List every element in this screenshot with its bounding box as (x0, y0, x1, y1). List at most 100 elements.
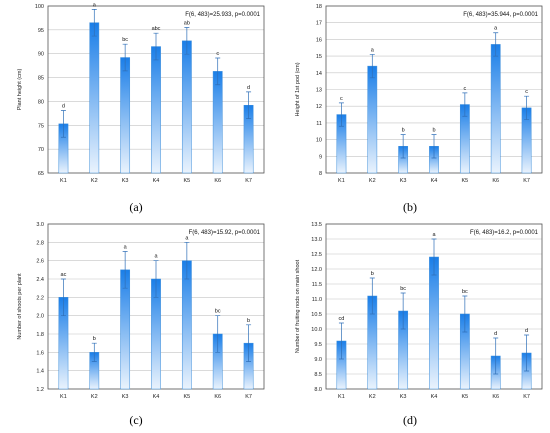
bar-k4 (151, 46, 161, 174)
error-bar-k7 (246, 91, 252, 119)
bar-k2 (367, 65, 378, 174)
y-tick-label: 80 (38, 99, 44, 105)
significance-letter: d (494, 331, 497, 337)
significance-letter: b (432, 128, 435, 134)
significance-letter: a (432, 232, 436, 238)
x-tick-label: K3 (400, 178, 407, 184)
significance-letter: c (525, 89, 528, 95)
chart-panel-c: 1.2 1.4 1.6 1.8 2.0 2.2 2.4 2.6 2.8 3.0 Number of … (0, 218, 272, 411)
x-tick-label: K7 (245, 394, 252, 400)
error-bar-k5 (184, 27, 190, 55)
y-tick-label: 2.2 (36, 295, 44, 301)
caption-d: (d) (403, 413, 417, 427)
x-tick-label: K6 (214, 394, 221, 400)
error-bar-k5 (462, 295, 468, 333)
y-axis-label: Number of fruiting nods on main shoot (295, 259, 301, 353)
significance-letter: bc (400, 286, 406, 292)
significance-letter: a (154, 254, 158, 260)
x-tick-label: K5 (183, 394, 190, 400)
x-tick-label: K5 (183, 178, 190, 184)
y-tick-label: 1.2 (36, 387, 44, 393)
error-bar-k1 (60, 278, 66, 317)
x-tick-label: K3 (122, 178, 129, 184)
x-tick-label: K3 (400, 394, 407, 400)
x-tick-label: K1 (60, 394, 67, 400)
error-bar-k6 (493, 32, 499, 57)
y-tick-label: 15 (316, 54, 322, 60)
bar-k3 (120, 57, 131, 174)
y-tick-label: 13.0 (311, 237, 322, 243)
y-tick-label: 3.0 (36, 222, 44, 228)
significance-letter: bc (215, 309, 221, 315)
y-tick-label: 8.0 (314, 387, 322, 393)
y-tick-label: 8 (319, 171, 322, 177)
bar-k6 (490, 44, 501, 174)
chart-panel-a: 65 70 75 80 85 90 95 100 Plant height (cm) F(6, 4… (0, 0, 272, 195)
caption-b: (b) (403, 200, 417, 214)
y-tick-label: 65 (38, 171, 44, 177)
bar-chart-d: 8.0 8.5 9.0 9.5 10.0 10.5 11.0 11.5 12.0 12.5 13.0… (295, 222, 543, 400)
bar-k5 (181, 260, 192, 390)
y-tick-label: 9.5 (314, 342, 322, 348)
x-tick-label: K4 (431, 178, 438, 184)
x-tick-label: K2 (369, 178, 376, 184)
y-tick-label: 70 (38, 147, 44, 153)
x-tick-label: K2 (91, 178, 98, 184)
x-tick-label: K6 (492, 394, 499, 400)
y-tick-label: 85 (38, 76, 44, 82)
y-axis-label: Number of shoots per plant (17, 273, 23, 340)
significance-letter: d (247, 85, 250, 91)
y-tick-label: 1.4 (36, 369, 44, 375)
error-bar-k4 (431, 238, 437, 276)
error-bar-k1 (338, 322, 344, 360)
y-tick-label: 13 (316, 88, 322, 94)
error-bar-k4 (153, 32, 159, 61)
caption-a: (a) (129, 200, 143, 214)
x-tick-label: K6 (492, 178, 499, 184)
x-tick-label: K2 (369, 394, 376, 400)
x-tick-label: K3 (122, 394, 129, 400)
error-bar-k5 (184, 241, 190, 280)
bar-chart-c: 1.2 1.4 1.6 1.8 2.0 2.2 2.4 2.6 2.8 3.0 Number of … (17, 222, 265, 400)
x-tick-label: K1 (338, 178, 345, 184)
significance-letter: a (494, 26, 498, 32)
significance-letter: ac (61, 272, 67, 278)
significance-letter: abc (152, 26, 161, 32)
anova-stat-label: F(6, 483)=25.933, p=0.0001 (185, 12, 260, 18)
significance-letter: c (463, 86, 466, 92)
error-bar-k4 (153, 260, 159, 298)
x-tick-label: K5 (461, 394, 468, 400)
significance-letter: a (185, 235, 189, 241)
y-tick-label: 12.5 (311, 252, 322, 258)
y-tick-label: 9.0 (314, 357, 322, 363)
y-tick-label: 12.0 (311, 267, 322, 273)
y-axis-label: Height of 1st pod (cm) (295, 62, 301, 116)
x-tick-label: K4 (431, 394, 438, 400)
bar-chart-a: 65 70 75 80 85 90 95 100 Plant height (cm) F(6, 4… (17, 2, 265, 184)
error-bar-k2 (91, 342, 97, 362)
error-bar-k2 (369, 54, 375, 79)
significance-letter: d (525, 328, 528, 334)
y-tick-label: 18 (316, 4, 322, 10)
significance-letter: bc (122, 37, 128, 43)
y-tick-label: 2.6 (36, 259, 44, 265)
y-tick-label: 11.0 (312, 297, 322, 303)
error-bar-k3 (400, 134, 406, 159)
y-tick-label: 90 (38, 52, 44, 58)
x-tick-label: K1 (338, 394, 345, 400)
caption-c: (c) (129, 413, 143, 427)
x-tick-label: K6 (214, 178, 221, 184)
y-tick-label: 13.5 (311, 222, 322, 228)
significance-letter: b (93, 336, 96, 342)
bar-k4 (429, 256, 439, 390)
error-bar-k3 (122, 43, 128, 72)
y-tick-label: 95 (38, 28, 44, 34)
error-bar-k4 (431, 134, 437, 159)
y-tick-label: 10 (316, 138, 322, 144)
y-tick-label: 11 (316, 121, 322, 127)
y-tick-label: 10.0 (311, 327, 322, 333)
significance-letter: a (124, 245, 128, 251)
y-tick-label: 1.8 (36, 332, 44, 338)
bar-k6 (212, 71, 223, 174)
error-bar-k7 (524, 95, 530, 120)
